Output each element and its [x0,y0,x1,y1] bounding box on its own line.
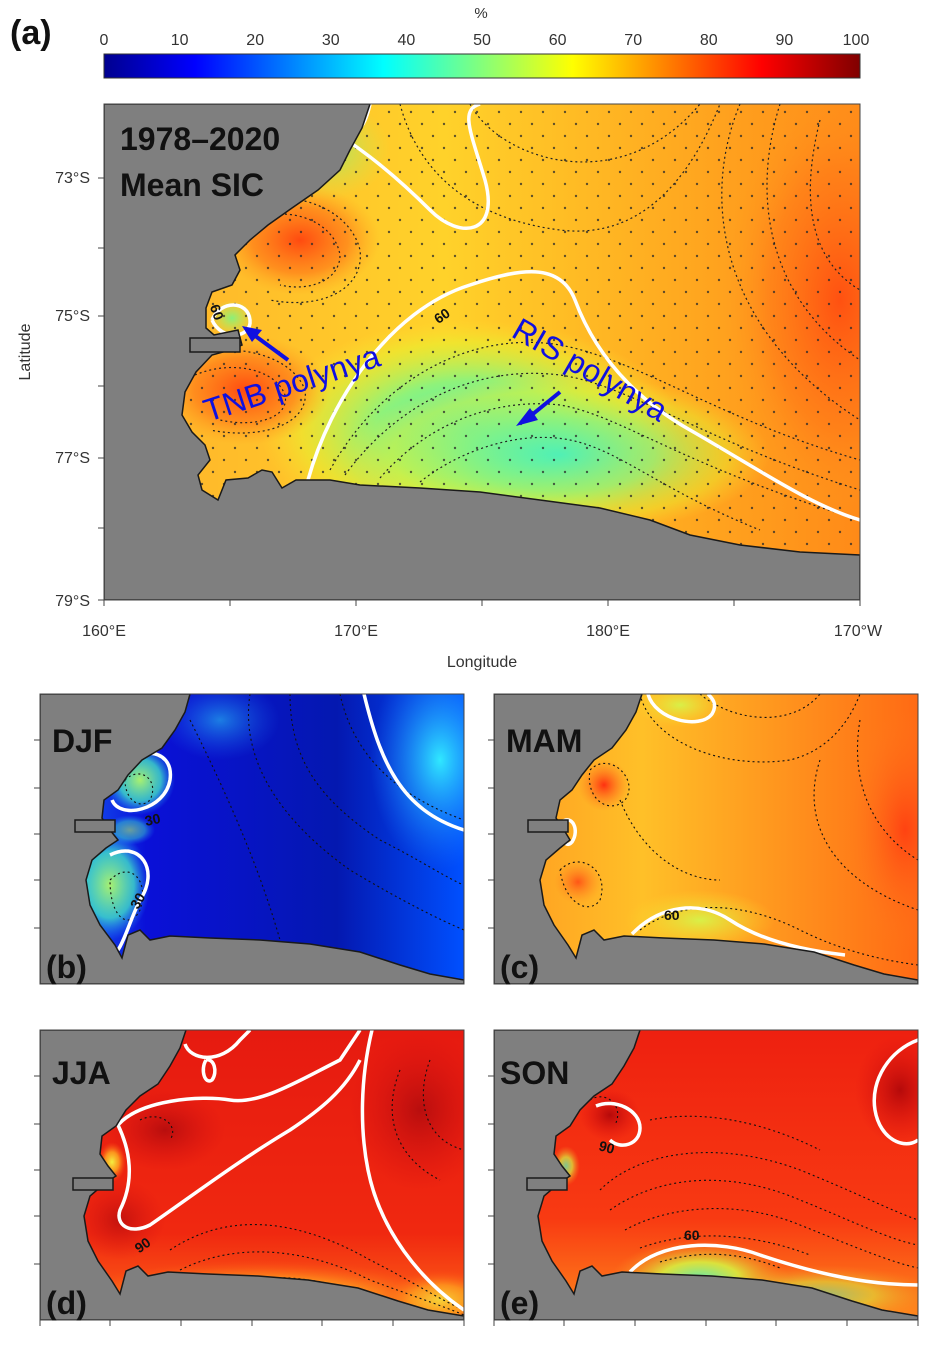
panel-a-lat-ticks: 73°S 75°S 77°S 79°S [55,170,90,610]
panel-a-title-line1: 1978–2020 [120,121,280,157]
panel-a-title-line2: Mean SIC [120,167,264,203]
lon-tick: 180°E [586,623,630,640]
colorbar-tick: 10 [171,32,189,49]
colorbar-tick: 100 [843,32,870,49]
colorbar-tick: 70 [624,32,642,49]
lat-tick: 73°S [55,170,90,187]
panel-a-tick-marks [98,177,861,606]
panel-c-label: (c) [500,949,539,985]
lat-tick: 79°S [55,593,90,610]
panel-d-label: (d) [46,1285,87,1321]
panel-b-label: (b) [46,949,87,985]
panel-c-map [494,694,918,984]
contour-label: 60 [207,302,227,322]
lon-tick: 170°E [334,623,378,640]
panel-a-ylabel: Latitude [17,323,34,380]
tnb-arrow-head [242,326,262,342]
colorbar-tick: 90 [776,32,794,49]
panel-a-xlabel: Longitude [447,654,517,671]
lat-tick: 77°S [55,450,90,467]
panel-a-label: (a) [10,14,52,52]
colorbar: % 0 10 20 30 40 50 60 70 80 90 100 [100,5,870,79]
contour-label: 90 [597,1137,616,1157]
colorbar-tick: 40 [398,32,416,49]
panel-a-map [104,104,860,600]
colorbar-tick: 60 [549,32,567,49]
colorbar-tick: 0 [100,32,109,49]
dotted-contours [179,104,860,531]
colorbar-gradient [103,53,861,79]
panel-d-map [40,1030,464,1320]
panel-e-map [494,1030,918,1320]
panel-e-season: SON [500,1055,569,1091]
panel-d-season: JJA [52,1055,111,1091]
lon-tick: 170°W [834,623,883,640]
contour-label: 60 [664,907,680,923]
panel-c-season: MAM [506,723,582,759]
contour-label: 30 [127,890,149,912]
lat-tick: 75°S [55,308,90,325]
contour-label: 30 [143,810,162,829]
colorbar-unit: % [474,5,487,22]
panel-e-label: (e) [500,1285,539,1321]
panel-b-season: DJF [52,723,112,759]
contour-label: 60 [684,1227,700,1243]
colorbar-ticks: 0 10 20 30 40 50 60 70 80 90 100 [100,32,870,49]
colorbar-tick: 80 [700,32,718,49]
panel-a-lon-ticks: 160°E 170°E 180°E 170°W [82,623,883,640]
tnb-arrow-line [252,333,290,362]
ris-arrow-head [516,408,538,426]
colorbar-tick: 50 [473,32,491,49]
land [104,104,860,600]
lower-panel-ticks [34,739,919,1326]
panel-a-title: 1978–2020 Mean SIC [120,121,280,203]
panel-b-map [40,694,464,984]
colorbar-tick: 20 [246,32,264,49]
lon-tick: 160°E [82,623,126,640]
colorbar-tick: 30 [322,32,340,49]
